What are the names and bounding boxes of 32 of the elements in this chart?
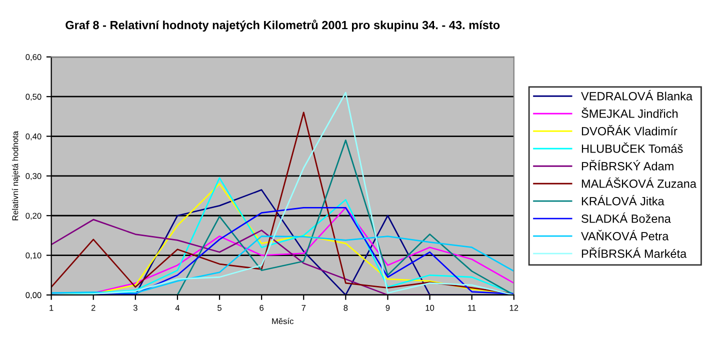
x-tick-label: 11 <box>468 305 476 311</box>
x-tick-label: 4 <box>175 305 180 311</box>
legend-label: VAŇKOVÁ Petra <box>581 230 669 240</box>
legend-label: VEDRALOVÁ Blanka <box>581 90 693 100</box>
x-axis-title: Měsíc <box>272 318 294 324</box>
legend-label: MALÁŠKOVÁ Zuzana <box>582 177 696 188</box>
x-tick-label: 6 <box>260 304 264 311</box>
legend-label: PŘÍBRSKÁ Markéta <box>582 247 687 258</box>
legend-label: DVOŘÁK Vladimír <box>582 124 678 136</box>
y-tick-label: 0,00 <box>26 292 42 300</box>
x-tick-label: 10 <box>426 304 434 311</box>
y-tick-label: 0,60 <box>26 54 42 62</box>
x-tick-label: 5 <box>218 305 222 311</box>
legend-label: HLUBUČEK Tomáš <box>582 142 683 153</box>
x-tick-label: 7 <box>302 305 306 311</box>
x-tick-label: 3 <box>133 304 138 311</box>
y-tick-label: 0,40 <box>26 133 42 140</box>
x-tick-label: 1 <box>50 305 54 311</box>
y-tick-label: 0,20 <box>26 212 42 220</box>
y-axis-title: Relativní najetá hodnota <box>12 131 20 220</box>
y-tick-label: 0,30 <box>26 173 42 180</box>
x-tick-label: 8 <box>344 304 348 311</box>
y-tick-label: 0,50 <box>26 94 42 101</box>
legend-label: KRÁLOVÁ Jitka <box>582 195 664 206</box>
legend-label: ŠMEJKAL Jindřich <box>582 107 678 118</box>
legend-label: SLADKÁ Božena <box>582 212 671 223</box>
chart-title: Graf 8 - Relativní hodnoty najetých Kilometrů 2001 pro skupinu 34. - 43. místo <box>66 20 500 32</box>
y-tick-label: 0,10 <box>26 252 42 260</box>
x-tick-label: 2 <box>91 304 96 311</box>
x-tick-label: 9 <box>386 304 390 311</box>
legend-label: PŘÍBRSKÝ Adam <box>582 160 674 170</box>
x-tick-label: 12 <box>510 304 518 311</box>
